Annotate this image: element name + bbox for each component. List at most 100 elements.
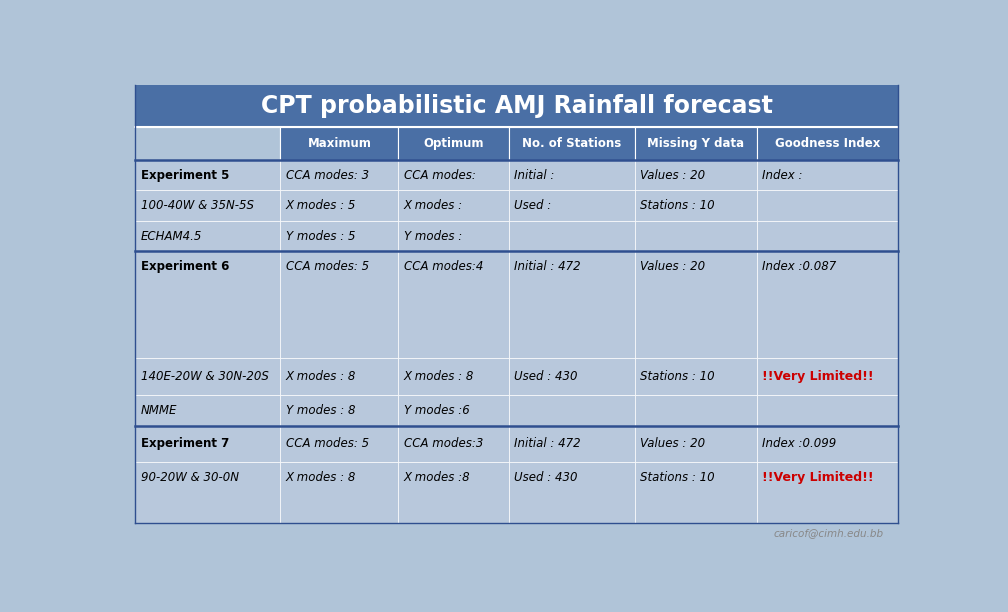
Bar: [280, 252, 398, 359]
Text: CCA modes:4: CCA modes:4: [404, 260, 483, 273]
Bar: [280, 190, 398, 221]
Bar: [135, 426, 280, 462]
Text: Index :0.099: Index :0.099: [762, 438, 837, 450]
Text: Maximum: Maximum: [307, 137, 371, 150]
Bar: [509, 190, 635, 221]
Text: Used :: Used :: [514, 199, 551, 212]
Bar: [635, 462, 757, 523]
Bar: [757, 462, 898, 523]
Text: Experiment 5: Experiment 5: [141, 168, 229, 182]
Bar: [398, 190, 509, 221]
Bar: [398, 462, 509, 523]
Text: CCA modes: 3: CCA modes: 3: [285, 168, 369, 182]
Bar: [635, 221, 757, 252]
Text: X modes : 8: X modes : 8: [404, 370, 474, 383]
Bar: [280, 359, 398, 395]
Text: CPT probabilistic AMJ Rainfall forecast: CPT probabilistic AMJ Rainfall forecast: [261, 94, 772, 118]
Bar: [398, 127, 509, 160]
Bar: [509, 127, 635, 160]
Text: X modes :8: X modes :8: [404, 471, 471, 484]
Text: X modes : 8: X modes : 8: [285, 471, 356, 484]
Text: CCA modes: 5: CCA modes: 5: [285, 260, 369, 273]
Bar: [398, 359, 509, 395]
Bar: [757, 395, 898, 426]
Bar: [135, 127, 280, 160]
Text: Initial : 472: Initial : 472: [514, 438, 581, 450]
Text: CCA modes:: CCA modes:: [404, 168, 476, 182]
Text: Y modes :6: Y modes :6: [404, 404, 470, 417]
Text: X modes : 8: X modes : 8: [285, 370, 356, 383]
Text: X modes :: X modes :: [404, 199, 463, 212]
Bar: [135, 190, 280, 221]
Bar: [398, 395, 509, 426]
Text: Stations : 10: Stations : 10: [640, 370, 715, 383]
Bar: [635, 160, 757, 190]
Bar: [509, 359, 635, 395]
Bar: [398, 252, 509, 359]
Bar: [757, 359, 898, 395]
Bar: [398, 221, 509, 252]
Text: Values : 20: Values : 20: [640, 438, 706, 450]
Text: Goodness Index: Goodness Index: [774, 137, 880, 150]
Bar: [509, 160, 635, 190]
Text: No. of Stations: No. of Stations: [522, 137, 622, 150]
Text: Stations : 10: Stations : 10: [640, 471, 715, 484]
Bar: [635, 395, 757, 426]
Text: Initial : 472: Initial : 472: [514, 260, 581, 273]
Text: Y modes :: Y modes :: [404, 230, 462, 242]
Bar: [509, 462, 635, 523]
Text: Index :: Index :: [762, 168, 802, 182]
Text: CCA modes:3: CCA modes:3: [404, 438, 483, 450]
Bar: [135, 252, 280, 359]
Text: ECHAM4.5: ECHAM4.5: [141, 230, 203, 242]
Text: Used : 430: Used : 430: [514, 370, 578, 383]
Bar: [135, 85, 898, 127]
Bar: [398, 426, 509, 462]
Text: Missing Y data: Missing Y data: [647, 137, 744, 150]
Text: X modes : 5: X modes : 5: [285, 199, 356, 212]
Text: 100-40W & 35N-5S: 100-40W & 35N-5S: [141, 199, 254, 212]
Text: Experiment 6: Experiment 6: [141, 260, 229, 273]
Bar: [135, 462, 280, 523]
Bar: [135, 160, 280, 190]
Bar: [509, 221, 635, 252]
Bar: [509, 395, 635, 426]
Bar: [757, 160, 898, 190]
Bar: [280, 426, 398, 462]
Bar: [135, 221, 280, 252]
Text: !!Very Limited!!: !!Very Limited!!: [762, 370, 874, 383]
Bar: [398, 160, 509, 190]
Bar: [280, 462, 398, 523]
Text: Experiment 7: Experiment 7: [141, 438, 229, 450]
Text: Y modes : 5: Y modes : 5: [285, 230, 355, 242]
Text: Values : 20: Values : 20: [640, 260, 706, 273]
Text: Initial :: Initial :: [514, 168, 554, 182]
Bar: [757, 190, 898, 221]
Bar: [280, 127, 398, 160]
Text: caricof@cimh.edu.bb: caricof@cimh.edu.bb: [773, 528, 884, 537]
Bar: [135, 359, 280, 395]
Bar: [757, 221, 898, 252]
Text: 90-20W & 30-0N: 90-20W & 30-0N: [141, 471, 239, 484]
Text: !!Very Limited!!: !!Very Limited!!: [762, 471, 874, 484]
Bar: [635, 426, 757, 462]
Bar: [635, 359, 757, 395]
Text: Stations : 10: Stations : 10: [640, 199, 715, 212]
Text: CCA modes: 5: CCA modes: 5: [285, 438, 369, 450]
Text: Values : 20: Values : 20: [640, 168, 706, 182]
Bar: [635, 252, 757, 359]
Text: Optimum: Optimum: [423, 137, 484, 150]
Bar: [135, 395, 280, 426]
Bar: [280, 160, 398, 190]
Bar: [757, 127, 898, 160]
Bar: [509, 426, 635, 462]
Bar: [635, 127, 757, 160]
Bar: [757, 426, 898, 462]
Bar: [280, 395, 398, 426]
Bar: [635, 190, 757, 221]
Text: Index :0.087: Index :0.087: [762, 260, 837, 273]
Bar: [509, 252, 635, 359]
Bar: [757, 252, 898, 359]
Bar: [280, 221, 398, 252]
Text: 140E-20W & 30N-20S: 140E-20W & 30N-20S: [141, 370, 269, 383]
